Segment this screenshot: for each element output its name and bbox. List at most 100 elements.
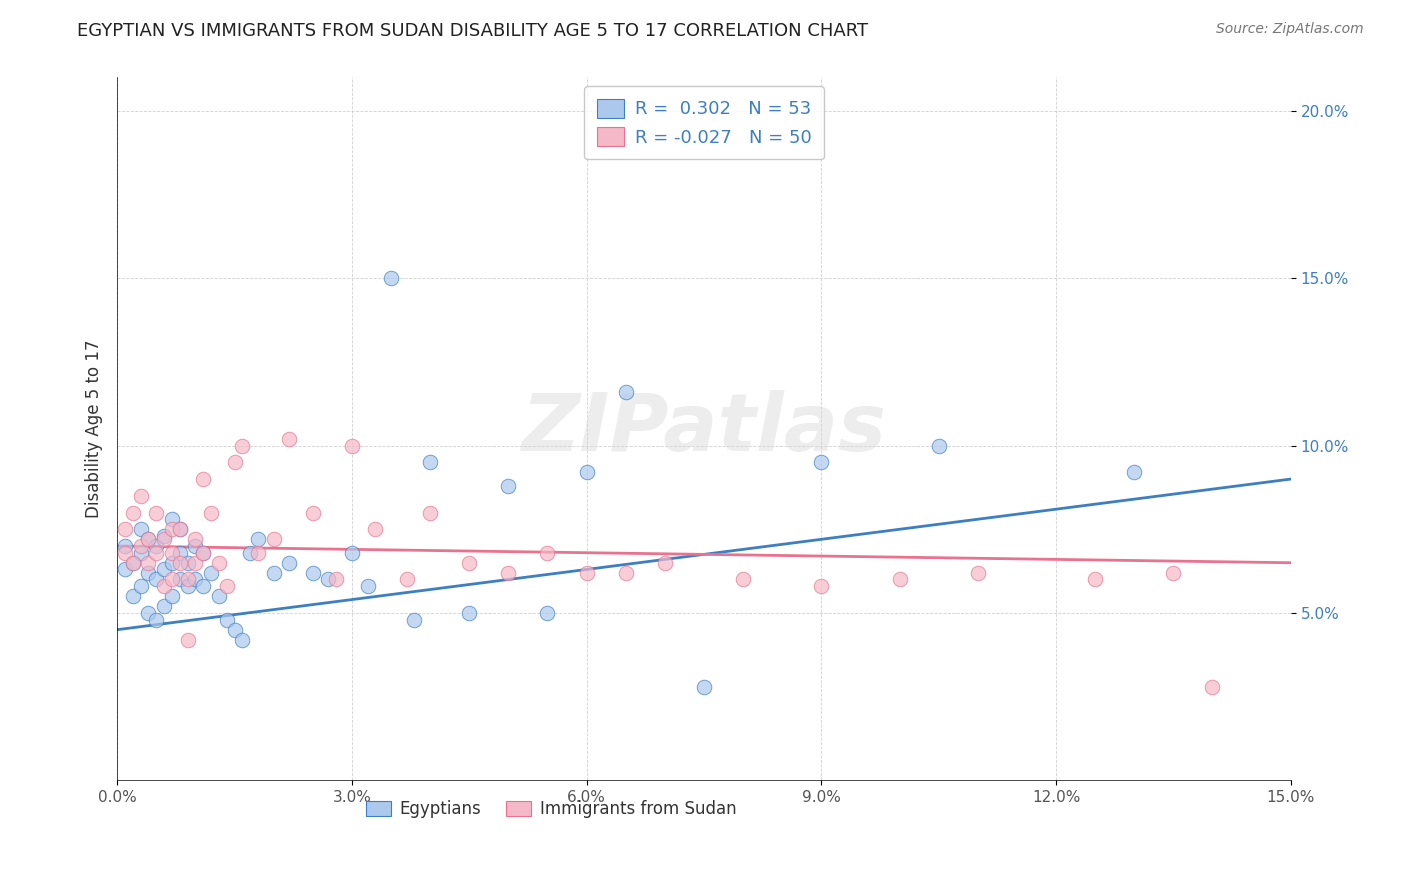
Point — [1163, 566, 1185, 580]
Y-axis label: Disability Age 5 to 17: Disability Age 5 to 17 — [86, 340, 103, 518]
Point — [184, 539, 207, 553]
Point — [138, 606, 160, 620]
Point — [145, 506, 167, 520]
Point — [184, 533, 207, 547]
Text: ZIPatlas: ZIPatlas — [522, 390, 886, 468]
Point — [419, 506, 441, 520]
Point — [129, 522, 152, 536]
Point — [263, 533, 285, 547]
Point — [121, 589, 143, 603]
Point — [654, 556, 676, 570]
Point — [193, 579, 215, 593]
Point — [169, 546, 191, 560]
Point — [129, 489, 152, 503]
Point — [614, 566, 637, 580]
Point — [145, 613, 167, 627]
Point — [301, 506, 323, 520]
Point — [364, 522, 387, 536]
Point — [176, 579, 198, 593]
Point — [160, 573, 183, 587]
Point — [169, 573, 191, 587]
Point — [224, 455, 246, 469]
Point — [536, 606, 558, 620]
Point — [498, 566, 520, 580]
Point — [928, 439, 950, 453]
Point — [153, 533, 176, 547]
Text: EGYPTIAN VS IMMIGRANTS FROM SUDAN DISABILITY AGE 5 TO 17 CORRELATION CHART: EGYPTIAN VS IMMIGRANTS FROM SUDAN DISABI… — [77, 22, 869, 40]
Point — [278, 432, 301, 446]
Point — [301, 566, 323, 580]
Point — [176, 556, 198, 570]
Point — [1084, 573, 1107, 587]
Point — [121, 556, 143, 570]
Point — [114, 539, 136, 553]
Point — [200, 566, 222, 580]
Point — [129, 579, 152, 593]
Point — [160, 589, 183, 603]
Point — [693, 680, 716, 694]
Point — [810, 455, 832, 469]
Point — [153, 599, 176, 614]
Point — [247, 546, 270, 560]
Point — [575, 566, 598, 580]
Point — [208, 556, 231, 570]
Point — [458, 556, 481, 570]
Point — [176, 573, 198, 587]
Point — [498, 479, 520, 493]
Point — [138, 533, 160, 547]
Point — [536, 546, 558, 560]
Point — [145, 573, 167, 587]
Point — [138, 566, 160, 580]
Point — [1123, 466, 1146, 480]
Point — [138, 533, 160, 547]
Point — [458, 606, 481, 620]
Point — [263, 566, 285, 580]
Point — [121, 506, 143, 520]
Point — [138, 556, 160, 570]
Point — [153, 562, 176, 576]
Point — [153, 579, 176, 593]
Point — [614, 385, 637, 400]
Point — [169, 556, 191, 570]
Point — [114, 562, 136, 576]
Point — [419, 455, 441, 469]
Point — [215, 579, 238, 593]
Point — [160, 546, 183, 560]
Point — [145, 539, 167, 553]
Point — [184, 573, 207, 587]
Point — [193, 546, 215, 560]
Point — [810, 579, 832, 593]
Point — [193, 472, 215, 486]
Point — [160, 522, 183, 536]
Point — [325, 573, 347, 587]
Point — [340, 546, 363, 560]
Point — [231, 439, 253, 453]
Point — [129, 546, 152, 560]
Point — [176, 632, 198, 647]
Text: Source: ZipAtlas.com: Source: ZipAtlas.com — [1216, 22, 1364, 37]
Point — [200, 506, 222, 520]
Point — [966, 566, 988, 580]
Point — [380, 271, 402, 285]
Point — [184, 556, 207, 570]
Point — [404, 613, 426, 627]
Point — [129, 539, 152, 553]
Point — [160, 556, 183, 570]
Point — [160, 512, 183, 526]
Point — [733, 573, 755, 587]
Point — [224, 623, 246, 637]
Point — [278, 556, 301, 570]
Point — [114, 546, 136, 560]
Point — [1201, 680, 1223, 694]
Point — [215, 613, 238, 627]
Legend: Egyptians, Immigrants from Sudan: Egyptians, Immigrants from Sudan — [360, 793, 744, 825]
Point — [153, 529, 176, 543]
Point — [318, 573, 340, 587]
Point — [114, 522, 136, 536]
Point — [121, 556, 143, 570]
Point — [193, 546, 215, 560]
Point — [169, 522, 191, 536]
Point — [575, 466, 598, 480]
Point — [208, 589, 231, 603]
Point — [247, 533, 270, 547]
